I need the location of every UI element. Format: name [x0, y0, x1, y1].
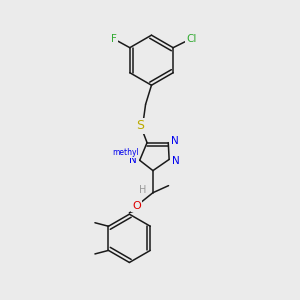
Text: S: S [136, 119, 144, 132]
Text: methyl: methyl [112, 148, 139, 158]
Text: Cl: Cl [186, 34, 197, 44]
Text: O: O [132, 201, 141, 211]
Text: N: N [129, 155, 137, 165]
Text: N: N [171, 136, 178, 146]
Text: F: F [111, 34, 116, 44]
Text: H: H [139, 185, 146, 195]
Text: N: N [172, 156, 179, 166]
